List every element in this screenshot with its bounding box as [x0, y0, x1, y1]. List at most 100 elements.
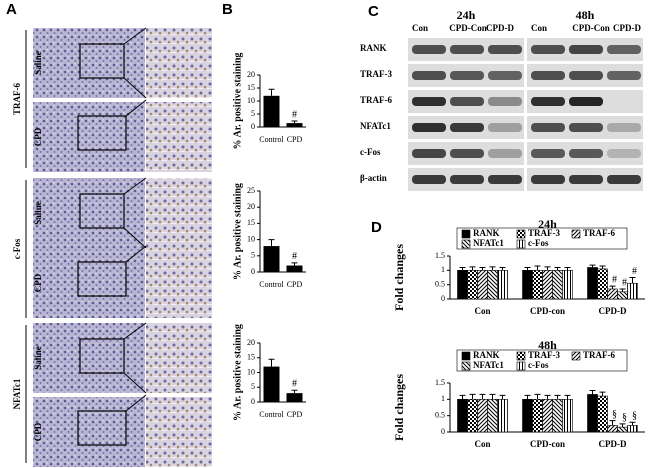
- y-tick-label: 0: [441, 427, 445, 436]
- protein-label: c-Fos: [360, 147, 381, 157]
- zoom-line: [123, 372, 147, 394]
- error-bar: [554, 394, 561, 400]
- y-axis-label: % Ar. positive staining: [232, 324, 243, 421]
- x-tick-label: CPD-con: [530, 306, 565, 316]
- y-tick-label: 5: [251, 109, 255, 118]
- lane-label: CPD-D: [613, 23, 641, 33]
- bar: [532, 399, 543, 433]
- legend-swatch: [461, 361, 471, 371]
- blot-band: [607, 149, 641, 158]
- y-tick-label: 1: [441, 394, 445, 403]
- bar: [457, 399, 468, 433]
- x-tick-label: Control: [259, 280, 284, 289]
- bar: [263, 246, 280, 272]
- error-bar: [499, 394, 506, 400]
- inset-box: [79, 43, 125, 79]
- bar: [487, 399, 498, 433]
- error-bar: [619, 423, 626, 428]
- error-bar: [469, 393, 476, 400]
- panel-label: C: [368, 3, 379, 20]
- blot-band: [488, 97, 522, 106]
- legend-swatch: [516, 351, 526, 361]
- error-bar: [589, 264, 596, 268]
- legend-swatch: [571, 351, 581, 361]
- error-bar: [499, 266, 506, 271]
- zoom-line: [123, 27, 147, 45]
- bar: [617, 426, 628, 433]
- chart-title: 24h: [538, 217, 557, 231]
- micrograph-zoom: [146, 323, 212, 393]
- blot-band: [569, 123, 603, 132]
- bar: [522, 270, 533, 300]
- bar: [286, 265, 303, 272]
- annotation: §: [632, 410, 637, 421]
- error-bar: [489, 393, 496, 400]
- error-bar: [609, 420, 616, 426]
- bar: [542, 399, 553, 433]
- error-bar: [544, 394, 551, 400]
- legend-label: TRAF-3: [528, 350, 560, 360]
- blot-band: [569, 175, 603, 184]
- legend-label: TRAF-3: [528, 228, 560, 238]
- y-tick-label: 10: [247, 367, 255, 376]
- bar: [477, 399, 488, 433]
- blot-band: [412, 175, 446, 184]
- error-bar: [291, 262, 298, 266]
- error-bar: [291, 389, 298, 394]
- x-tick-label: CPD: [287, 135, 303, 144]
- blot-band: [450, 175, 484, 184]
- annotation: #: [632, 266, 637, 277]
- bar: [552, 399, 563, 433]
- blot-band: [412, 149, 446, 158]
- blot-band: [569, 149, 603, 158]
- y-tick-label: 20: [247, 202, 255, 211]
- blot-band: [531, 149, 565, 158]
- blot-band: [488, 175, 522, 184]
- y-tick-label: 0: [251, 397, 255, 406]
- legend-swatch: [516, 239, 526, 249]
- annotation: #: [292, 109, 297, 120]
- blot-band: [531, 123, 565, 132]
- bar: [607, 425, 618, 433]
- lane-label: CPD-D: [486, 23, 514, 33]
- error-bar: [534, 393, 541, 400]
- bar: [587, 267, 598, 300]
- bar: [263, 366, 280, 402]
- zoom-line: [125, 394, 147, 412]
- time-label: 48h: [576, 8, 595, 22]
- blot-band: [607, 123, 641, 132]
- legend-box: [456, 349, 628, 372]
- legend-label: TRAF-6: [583, 228, 615, 238]
- group-label: NFATc1: [12, 378, 22, 409]
- y-tick-label: 10: [247, 96, 255, 105]
- lane-label: CPD-Con: [572, 23, 610, 33]
- blot-band: [531, 45, 565, 54]
- blot-band: [531, 97, 565, 106]
- panel-label: A: [6, 1, 17, 18]
- micrograph: [33, 323, 145, 393]
- annotation: §: [622, 412, 627, 423]
- annotation: §: [612, 409, 617, 420]
- zoom-line: [125, 99, 147, 117]
- legend-box: [456, 227, 628, 250]
- bar: [597, 268, 608, 300]
- bar: [467, 270, 478, 300]
- error-bar: [534, 265, 541, 271]
- bar: [552, 270, 563, 300]
- x-tick-label: CPD: [287, 280, 303, 289]
- protein-label: TRAF-6: [360, 95, 392, 105]
- x-tick-label: Control: [259, 135, 284, 144]
- blot-band: [412, 123, 446, 132]
- bar: [522, 399, 533, 433]
- protein-label: β-actin: [360, 173, 387, 183]
- error-bar: [629, 277, 636, 284]
- blot-band: [488, 45, 522, 54]
- bar: [532, 270, 543, 300]
- blot-band: [569, 97, 603, 106]
- x-tick-label: CPD-con: [530, 439, 565, 449]
- error-bar: [268, 88, 275, 96]
- lane-label: CPD-Con: [449, 23, 487, 33]
- error-bar: [564, 266, 571, 271]
- x-tick-label: Con: [474, 439, 490, 449]
